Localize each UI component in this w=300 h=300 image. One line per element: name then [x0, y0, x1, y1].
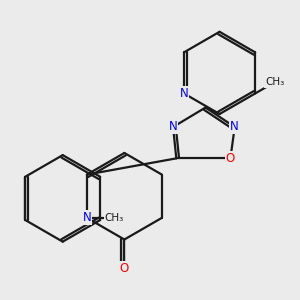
Text: N: N	[169, 121, 177, 134]
Text: N: N	[230, 121, 239, 134]
Text: O: O	[226, 152, 235, 165]
Text: N: N	[82, 212, 91, 224]
Text: N: N	[180, 87, 188, 100]
Text: CH₃: CH₃	[105, 213, 124, 223]
Text: CH₃: CH₃	[265, 77, 284, 87]
Text: O: O	[120, 262, 129, 275]
